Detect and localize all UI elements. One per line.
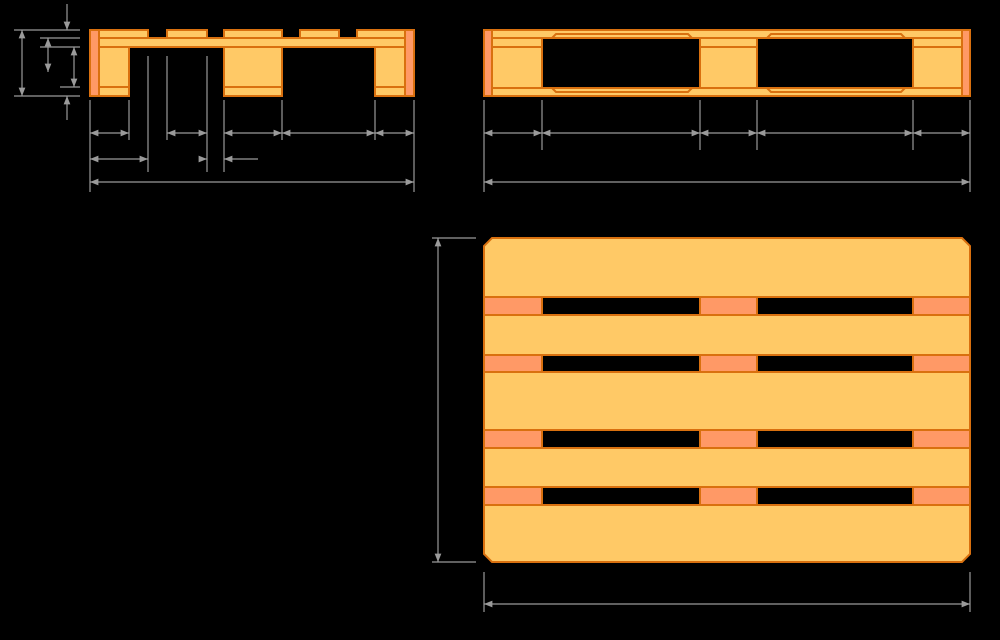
block: [912, 354, 971, 373]
top-board: [223, 29, 283, 39]
dimension-lines: [14, 4, 971, 612]
block: [699, 429, 758, 449]
top-view: [483, 237, 971, 563]
block: [699, 354, 758, 373]
end-board: [89, 29, 100, 97]
top-board: [299, 29, 340, 39]
side-view-long: [483, 29, 971, 97]
end-board: [483, 29, 493, 97]
block: [912, 429, 971, 449]
block: [912, 486, 971, 506]
block: [483, 354, 543, 373]
opening: [541, 37, 701, 89]
block: [483, 296, 543, 316]
block: [223, 46, 283, 97]
block: [483, 486, 543, 506]
opening: [756, 37, 914, 89]
end-board: [961, 29, 971, 97]
block: [699, 296, 758, 316]
end-board: [404, 29, 415, 97]
block: [699, 486, 758, 506]
stringer-board: [89, 37, 415, 48]
block: [912, 296, 971, 316]
side-view-short: [89, 29, 415, 97]
block: [483, 429, 543, 449]
top-board: [166, 29, 208, 39]
pallet-deck: [483, 237, 971, 563]
